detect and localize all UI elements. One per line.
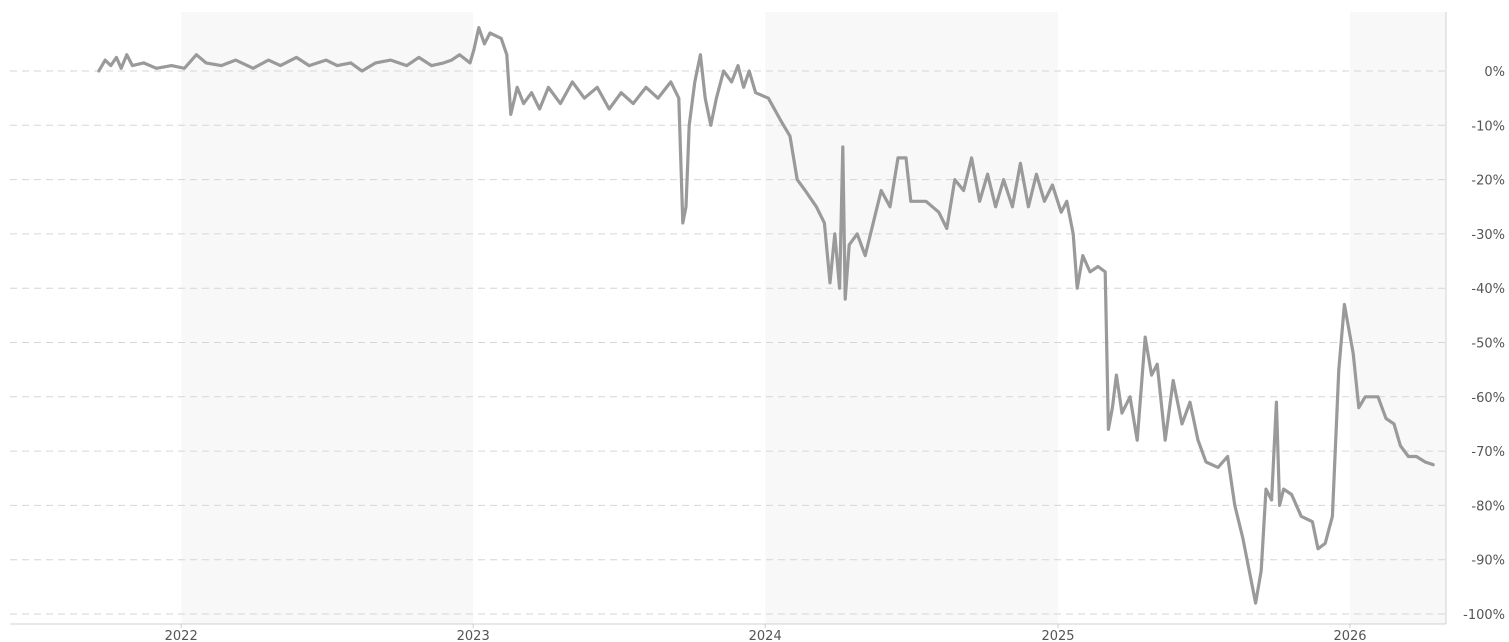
year-bands — [181, 12, 1446, 624]
x-tick-labels: 2022 2023 2024 2025 2026 — [165, 624, 1367, 642]
y-tick-label: -10% — [1471, 119, 1505, 134]
y-tick-label: -20% — [1471, 174, 1505, 189]
y-tick-label: -40% — [1471, 282, 1505, 297]
x-tick-label: 2024 — [749, 629, 782, 642]
series — [97, 26, 1435, 605]
year-band-2022 — [181, 12, 474, 624]
y-tick-label: -90% — [1471, 554, 1505, 569]
year-band-2024 — [765, 12, 1058, 624]
y-tick-label: -80% — [1471, 499, 1505, 514]
x-tick-label: 2025 — [1041, 629, 1074, 642]
y-tick-label: -100% — [1463, 608, 1505, 623]
y-tick-label: -30% — [1471, 228, 1505, 243]
x-tick-label: 2022 — [165, 629, 198, 642]
year-band-2026 — [1350, 12, 1446, 624]
x-tick-label: 2026 — [1333, 629, 1366, 642]
y-tick-labels: 0% -10% -20% -30% -40% -50% -60% -70% -80% -90% -1… — [1463, 65, 1505, 623]
y-tick-label: -60% — [1471, 391, 1505, 406]
y-tick-label: -50% — [1471, 337, 1505, 352]
y-tick-label: 0% — [1484, 65, 1505, 80]
y-tick-label: -70% — [1471, 445, 1505, 460]
series-line-0 — [97, 26, 1435, 605]
axes — [10, 12, 1447, 625]
x-tick-label: 2023 — [457, 629, 490, 642]
